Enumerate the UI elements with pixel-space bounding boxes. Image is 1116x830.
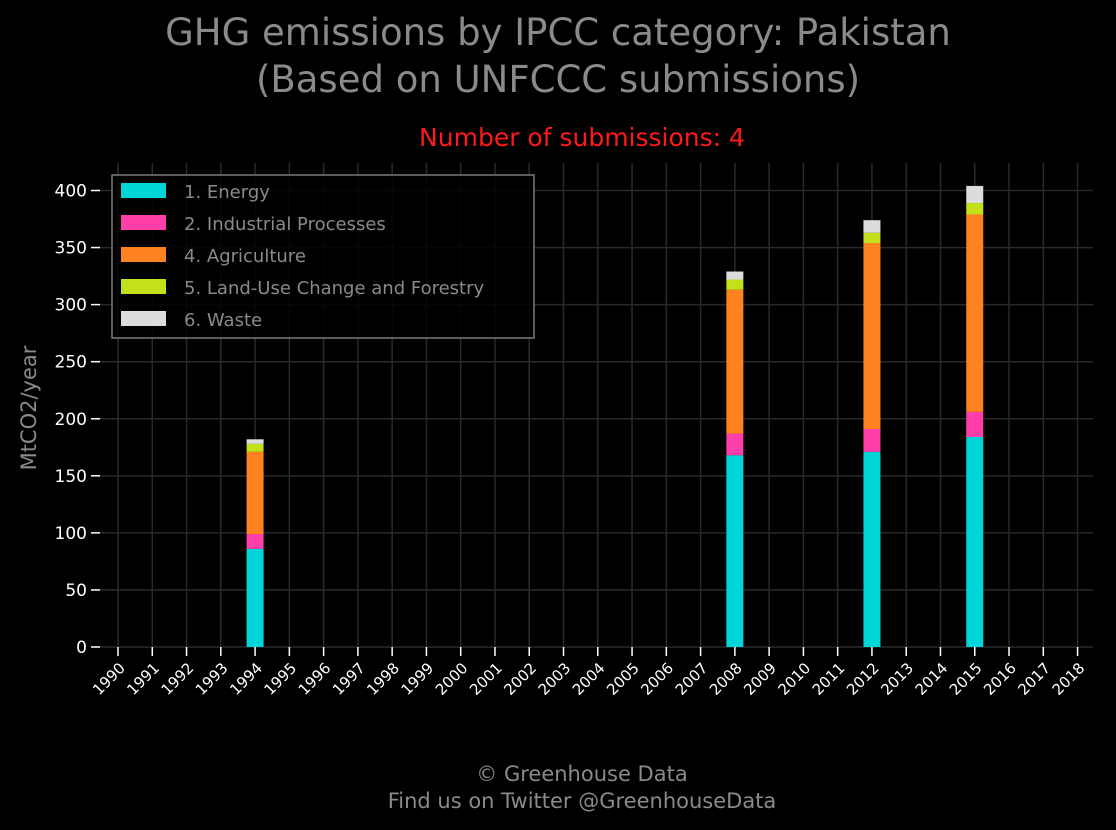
x-tick-label: 2000 bbox=[432, 659, 472, 699]
x-tick-label: 2008 bbox=[706, 659, 746, 699]
bar-segment bbox=[863, 232, 881, 243]
x-tick-label: 2014 bbox=[912, 659, 952, 699]
x-tick-label: 2005 bbox=[603, 659, 643, 699]
bar-segment bbox=[863, 242, 881, 430]
x-tick-label: 1990 bbox=[89, 659, 129, 699]
bar-segment bbox=[726, 279, 744, 290]
x-tick-label: 2015 bbox=[946, 659, 986, 699]
x-tick-label: 2009 bbox=[740, 659, 780, 699]
x-tick-label: 2006 bbox=[637, 659, 677, 699]
bar-segment bbox=[966, 214, 984, 412]
y-tick-label: 50 bbox=[65, 581, 87, 601]
bar-segment bbox=[726, 271, 744, 280]
bar-segment bbox=[246, 534, 264, 549]
x-tick-label: 1992 bbox=[158, 659, 198, 699]
x-tick-label: 2010 bbox=[774, 659, 814, 699]
legend-swatch bbox=[121, 311, 166, 326]
x-tick-label: 2003 bbox=[535, 659, 575, 699]
y-tick-label: 0 bbox=[76, 638, 87, 658]
bar-segment bbox=[246, 548, 264, 647]
y-tick-label: 100 bbox=[55, 524, 87, 544]
bar-segment bbox=[246, 443, 264, 452]
x-tick-label: 1991 bbox=[123, 659, 163, 699]
bar-segment bbox=[966, 203, 984, 215]
y-tick-label: 400 bbox=[55, 182, 87, 202]
legend-label: 1. Energy bbox=[184, 182, 270, 203]
legend-label: 6. Waste bbox=[184, 310, 262, 331]
x-tick-label: 1994 bbox=[226, 659, 266, 699]
y-tick-label: 200 bbox=[55, 410, 87, 430]
bars bbox=[246, 185, 984, 647]
legend-label: 5. Land-Use Change and Forestry bbox=[184, 278, 484, 299]
footer-copyright: © Greenhouse Data bbox=[476, 762, 688, 786]
legend: 1. Energy 2. Industrial Processes 4. Agric… bbox=[111, 174, 535, 339]
x-tick-label: 2001 bbox=[466, 659, 506, 699]
legend-label: 2. Industrial Processes bbox=[184, 214, 386, 235]
x-tick-label: 1993 bbox=[192, 659, 232, 699]
bar-segment bbox=[726, 289, 744, 434]
legend-box bbox=[111, 174, 535, 339]
bar-segment bbox=[726, 455, 744, 647]
y-tick-label: 150 bbox=[55, 467, 87, 487]
legend-swatch bbox=[121, 215, 166, 230]
legend-swatch bbox=[121, 183, 166, 198]
x-tick-label: 2017 bbox=[1014, 659, 1054, 699]
legend-swatch bbox=[121, 279, 166, 294]
y-tick-label: 300 bbox=[55, 296, 87, 316]
legend-swatch bbox=[121, 247, 166, 262]
bar-segment bbox=[966, 437, 984, 647]
bar-segment bbox=[863, 220, 881, 233]
x-tick-label: 1999 bbox=[398, 659, 438, 699]
x-tick-label: 2018 bbox=[1049, 659, 1089, 699]
chart-title-line1: GHG emissions by IPCC category: Pakistan bbox=[165, 11, 951, 54]
x-tick-label: 1995 bbox=[260, 659, 300, 699]
chart-plot: 0 50 100 150 200 250 300 350 400 1990199119921993… bbox=[17, 163, 1093, 699]
chart-title-line2: (Based on UNFCCC submissions) bbox=[255, 58, 861, 101]
x-tick-label: 2004 bbox=[569, 659, 609, 699]
footer-twitter: Find us on Twitter @GreenhouseData bbox=[387, 789, 777, 813]
bar-segment bbox=[246, 439, 264, 444]
legend-label: 4. Agriculture bbox=[184, 246, 306, 267]
bar-segment bbox=[966, 185, 984, 204]
x-tick-label: 1998 bbox=[363, 659, 403, 699]
x-tick-label: 1996 bbox=[295, 659, 335, 699]
chart-subtitle: Number of submissions: 4 bbox=[419, 123, 745, 152]
x-tick-label: 2012 bbox=[843, 659, 883, 699]
x-tick-label: 2011 bbox=[809, 659, 849, 699]
x-tick-label: 2002 bbox=[500, 659, 540, 699]
x-tick-label: 2007 bbox=[672, 659, 712, 699]
y-tick-label: 250 bbox=[55, 353, 87, 373]
x-tick-label: 2016 bbox=[980, 659, 1020, 699]
bar-segment bbox=[966, 411, 984, 438]
bar-segment bbox=[863, 429, 881, 452]
y-tick-label: 350 bbox=[55, 239, 87, 259]
bar-segment bbox=[726, 433, 744, 456]
x-tick-label: 2013 bbox=[877, 659, 917, 699]
x-tick-label: 1997 bbox=[329, 659, 369, 699]
bar-segment bbox=[863, 451, 881, 647]
y-axis-label: MtCO2/year bbox=[17, 345, 41, 470]
bar-segment bbox=[246, 451, 264, 535]
